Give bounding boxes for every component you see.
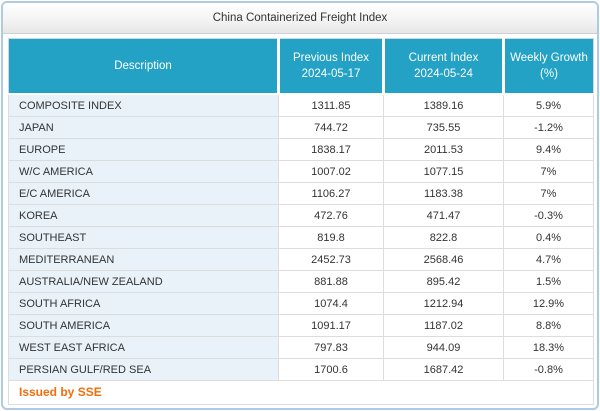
row-value: 5.9% [503, 93, 594, 117]
table-row: SOUTH AFRICA 1074.4 1212.94 12.9% [8, 292, 594, 315]
previous-index-date: 2024-05-17 [301, 68, 361, 80]
freight-index-table: Description Previous Index 2024-05-17 Cu… [8, 38, 594, 405]
column-header-weekly-growth: Weekly Growth (%) [502, 38, 594, 95]
row-value: 2452.73 [278, 248, 384, 271]
table-row: PERSIAN GULF/RED SEA 1700.6 1687.42 -0.8% [8, 358, 594, 381]
row-value: 1007.02 [278, 160, 384, 183]
row-description: EUROPE [8, 138, 279, 161]
weekly-growth-unit: (%) [540, 68, 558, 80]
table-row: JAPAN 744.72 735.55 -1.2% [8, 116, 594, 139]
row-value: 1187.02 [383, 314, 504, 337]
row-value: 1106.27 [278, 182, 384, 205]
row-value: 1311.85 [278, 93, 384, 117]
table-row: E/C AMERICA 1106.27 1183.38 7% [8, 182, 594, 205]
table-row: WEST EAST AFRICA 797.83 944.09 18.3% [8, 336, 594, 359]
row-value: 471.47 [383, 204, 504, 227]
table-row: SOUTH AMERICA 1091.17 1187.02 8.8% [8, 314, 594, 337]
row-value: 1074.4 [278, 292, 384, 315]
row-value: 472.76 [278, 204, 384, 227]
row-value: 18.3% [503, 336, 594, 359]
row-value: -1.2% [503, 116, 594, 139]
row-value: 1212.94 [383, 292, 504, 315]
row-value: 1183.38 [383, 182, 504, 205]
row-description: W/C AMERICA [8, 160, 279, 183]
table-row: W/C AMERICA 1007.02 1077.15 7% [8, 160, 594, 183]
row-value: 944.09 [383, 336, 504, 359]
table-body: COMPOSITE INDEX 1311.85 1389.16 5.9% JAPAN 74… [8, 93, 594, 381]
column-header-current-index: Current Index 2024-05-24 [382, 38, 504, 95]
row-description: SOUTH AMERICA [8, 314, 279, 337]
row-value: 1389.16 [383, 93, 504, 117]
row-value: 9.4% [503, 138, 594, 161]
table-row: COMPOSITE INDEX 1311.85 1389.16 5.9% [8, 93, 594, 117]
row-value: 797.83 [278, 336, 384, 359]
current-index-date: 2024-05-24 [414, 68, 473, 80]
table-row: EUROPE 1838.17 2011.53 9.4% [8, 138, 594, 161]
row-description: SOUTHEAST [8, 226, 279, 249]
row-value: 1700.6 [278, 358, 384, 381]
table-row: MEDITERRANEAN 2452.73 2568.46 4.7% [8, 248, 594, 271]
row-description: SOUTH AFRICA [8, 292, 279, 315]
row-value: 2568.46 [383, 248, 504, 271]
row-description: AUSTRALIA/NEW ZEALAND [8, 270, 279, 293]
row-value: 1091.17 [278, 314, 384, 337]
row-value: 8.8% [503, 314, 594, 337]
table-header-row: Description Previous Index 2024-05-17 Cu… [8, 38, 594, 95]
row-description: PERSIAN GULF/RED SEA [8, 358, 279, 381]
row-value: 7% [503, 182, 594, 205]
row-value: 895.42 [383, 270, 504, 293]
row-value: -0.3% [503, 204, 594, 227]
row-description: COMPOSITE INDEX [8, 93, 279, 117]
row-description: MEDITERRANEAN [8, 248, 279, 271]
row-value: 881.88 [278, 270, 384, 293]
row-description: JAPAN [8, 116, 279, 139]
row-value: -0.8% [503, 358, 594, 381]
column-header-previous-index: Previous Index 2024-05-17 [277, 38, 384, 95]
row-value: 744.72 [278, 116, 384, 139]
row-value: 12.9% [503, 292, 594, 315]
table-row: SOUTHEAST 819.8 822.8 0.4% [8, 226, 594, 249]
row-value: 4.7% [503, 248, 594, 271]
row-value: 735.55 [383, 116, 504, 139]
row-value: 1.5% [503, 270, 594, 293]
table-row: AUSTRALIA/NEW ZEALAND 881.88 895.42 1.5% [8, 270, 594, 293]
footer-row: Issued by SSE [8, 380, 594, 405]
row-value: 822.8 [383, 226, 504, 249]
row-description: E/C AMERICA [8, 182, 279, 205]
table-row: KOREA 472.76 471.47 -0.3% [8, 204, 594, 227]
row-value: 819.8 [278, 226, 384, 249]
row-value: 1838.17 [278, 138, 384, 161]
row-value: 7% [503, 160, 594, 183]
row-value: 2011.53 [383, 138, 504, 161]
row-description: WEST EAST AFRICA [8, 336, 279, 359]
row-value: 1077.15 [383, 160, 504, 183]
row-description: KOREA [8, 204, 279, 227]
column-header-description: Description [8, 38, 279, 95]
issued-by-note: Issued by SSE [8, 380, 594, 405]
row-value: 0.4% [503, 226, 594, 249]
row-value: 1687.42 [383, 358, 504, 381]
page-title: China Containerized Freight Index [212, 12, 388, 24]
title-bar: China Containerized Freight Index [3, 3, 597, 34]
